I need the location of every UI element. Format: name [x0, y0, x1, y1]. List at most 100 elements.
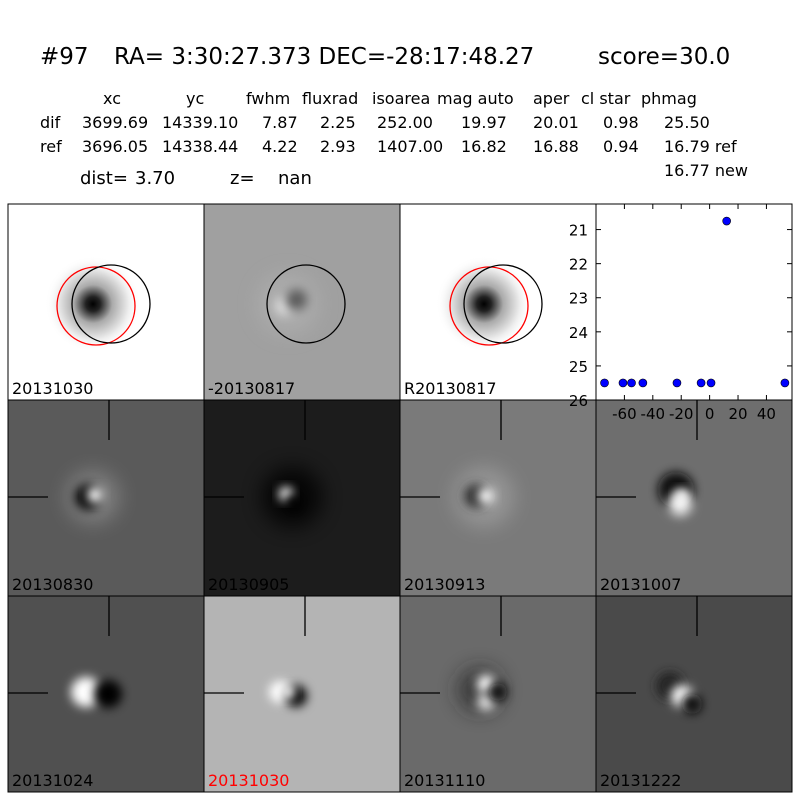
residual-blob	[94, 680, 122, 708]
y-tick-label: 22	[569, 256, 588, 274]
table-cell: 7.87	[262, 113, 298, 132]
residual-blob	[478, 488, 494, 504]
table-cell: 16.82	[461, 137, 507, 156]
table-cell: 1407.00	[377, 137, 443, 156]
image	[400, 596, 596, 792]
image-panel: 20131222	[595, 595, 793, 793]
dist-value: 3.70	[135, 168, 175, 189]
image	[8, 400, 204, 596]
aperture-circle	[71, 264, 151, 344]
table-cell: 16.88	[533, 137, 579, 156]
score: score=30.0	[598, 44, 730, 70]
image-panel: -20130817	[203, 203, 401, 401]
panel-label: 20130830	[12, 575, 93, 594]
column-header: yc	[186, 89, 204, 108]
image-panel: 20130905	[203, 399, 401, 597]
residual-blob	[281, 685, 295, 699]
panel-label: 20131030	[208, 771, 289, 790]
image	[204, 204, 400, 400]
image	[400, 204, 596, 400]
plot-area	[595, 203, 793, 401]
row-label: ref	[40, 137, 62, 156]
y-tick-label: 24	[569, 324, 588, 342]
panel-label: 20130905	[208, 575, 289, 594]
x-tick-label: -60	[612, 405, 637, 423]
table-cell: 3696.05	[82, 137, 148, 156]
panel-label: 20131030	[12, 379, 93, 398]
table-cell: 14338.44	[162, 137, 238, 156]
z-value: nan	[278, 168, 312, 189]
image-panel: 20131110	[399, 595, 597, 793]
table-cell: 20.01	[533, 113, 579, 132]
table-cell: 4.22	[262, 137, 298, 156]
panel-border	[595, 595, 793, 793]
x-tick-label: 0	[705, 405, 715, 423]
table-cell: 2.93	[320, 137, 356, 156]
table-cell: 2.25	[320, 113, 356, 132]
table-cell: 19.97	[461, 113, 507, 132]
y-tick-label: 25	[569, 358, 588, 376]
residual-blob	[675, 489, 689, 503]
x-tick-label: 20	[728, 405, 747, 423]
data-point	[780, 378, 790, 388]
y-tick-label: 21	[569, 222, 588, 240]
data-point	[638, 378, 648, 388]
image-panel: 20131007	[595, 399, 793, 597]
table-cell: 25.50	[664, 113, 710, 132]
data-point	[696, 378, 706, 388]
data-point	[627, 378, 636, 388]
data-point	[722, 216, 731, 226]
table-cell: 0.98	[603, 113, 639, 132]
y-tick-label: 23	[569, 290, 588, 308]
table-cell: 14339.10	[162, 113, 238, 132]
residual-blob	[258, 274, 318, 334]
panel-label: 20130913	[404, 575, 485, 594]
data-point	[706, 378, 716, 388]
residual-blob	[71, 677, 101, 707]
image-panel: 20131030	[7, 203, 205, 401]
z-label: z=	[230, 168, 255, 189]
data-point	[672, 378, 682, 388]
image	[596, 596, 792, 792]
image	[8, 596, 204, 792]
column-header: cl star	[581, 89, 631, 108]
image-background	[596, 400, 792, 596]
residual-blob	[682, 694, 702, 714]
image-panel: 20131024	[7, 595, 205, 793]
aperture-circle	[266, 264, 346, 344]
table-cell: 0.94	[603, 137, 639, 156]
residual-blob	[477, 693, 495, 711]
phmag-new: 16.77 new	[664, 161, 748, 180]
image	[596, 400, 792, 596]
aperture-circle	[56, 266, 136, 346]
column-header: fwhm	[246, 89, 290, 108]
column-header: xc	[103, 89, 121, 108]
table-cell: 3699.69	[82, 113, 148, 132]
panel-label: 20131024	[12, 771, 93, 790]
column-header: fluxrad	[302, 89, 358, 108]
image-panel: 20130913	[399, 399, 597, 597]
dist-label: dist=	[80, 168, 128, 189]
residual-blob	[286, 495, 302, 511]
panel-label: 20131110	[404, 771, 485, 790]
table-cell: 16.79 ref	[664, 137, 737, 156]
panel-label: R20130817	[404, 379, 497, 398]
aperture-circle	[463, 264, 543, 344]
image-panel: R20130817	[399, 203, 597, 401]
residual-blob	[489, 683, 507, 701]
star	[45, 256, 141, 352]
panel-label: 20131007	[600, 575, 681, 594]
residual-blob	[87, 487, 103, 503]
data-point	[600, 378, 609, 388]
image	[400, 400, 596, 596]
image	[204, 596, 400, 792]
light-curve: 21 22 23 24 25 26 -60 -40 -20 0 20 40	[569, 203, 793, 423]
column-header: phmag	[641, 89, 697, 108]
data-point	[618, 378, 628, 388]
table-cell: 252.00	[377, 113, 433, 132]
column-header: aper	[533, 89, 570, 108]
y-tick-label: 26	[569, 392, 588, 410]
image	[204, 400, 400, 596]
